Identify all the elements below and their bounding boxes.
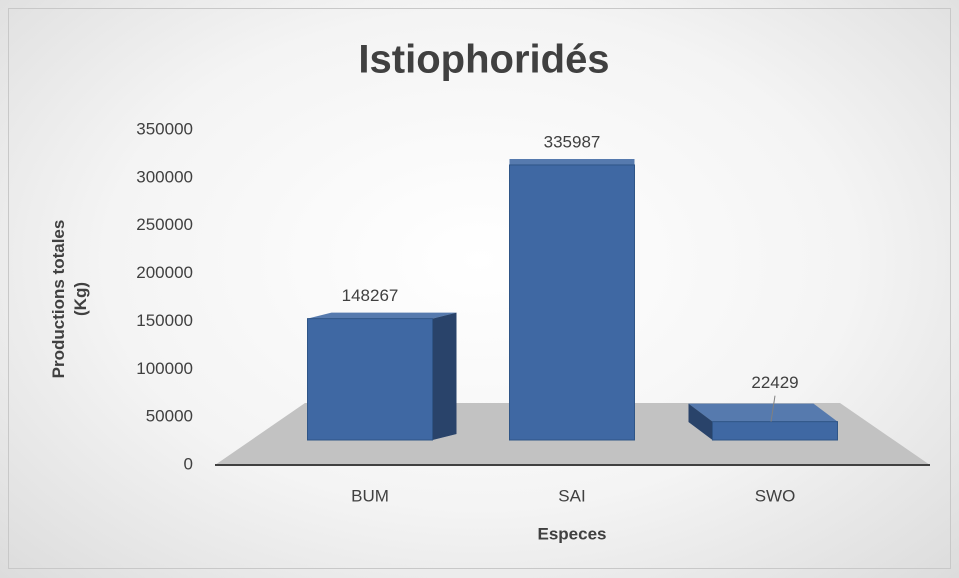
y-tick-label: 0 [184, 454, 193, 473]
bar [712, 421, 838, 441]
bar-side [688, 403, 713, 440]
chart-title: Istiophoridés [358, 38, 609, 82]
bar-top-shade [307, 312, 457, 319]
bar-side-shade [432, 312, 457, 440]
y-tick-label: 100000 [136, 359, 193, 378]
y-axis-title: Productions totales (Kg) [49, 219, 90, 379]
x-axis-title: Especes [538, 524, 607, 543]
bar-top-shade [688, 403, 838, 422]
bar [509, 164, 635, 441]
bar-top [509, 158, 635, 165]
bar-side-shade [688, 403, 713, 440]
data-label: 335987 [544, 132, 601, 151]
y-tick-label: 50000 [146, 407, 193, 426]
y-tick-label: 350000 [136, 119, 193, 138]
x-tick-label: BUM [351, 486, 389, 505]
y-tick-label: 200000 [136, 263, 193, 282]
data-label: 22429 [751, 373, 798, 392]
y-tick-label: 250000 [136, 215, 193, 234]
bar-top [307, 312, 457, 319]
x-tick-label: SAI [558, 486, 585, 505]
y-tick-label: 300000 [136, 167, 193, 186]
bar [307, 318, 433, 441]
y-tick-label: 150000 [136, 311, 193, 330]
bar-top-shade [509, 158, 635, 165]
bar-side [432, 312, 457, 440]
data-label: 148267 [342, 286, 399, 305]
x-tick-label: SWO [755, 486, 796, 505]
bar-top [688, 403, 838, 422]
chart-border [8, 8, 951, 569]
leader-line [770, 395, 776, 422]
